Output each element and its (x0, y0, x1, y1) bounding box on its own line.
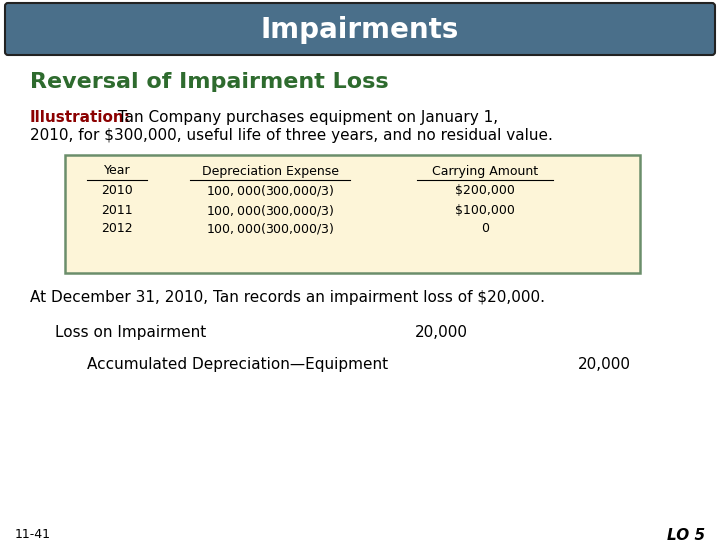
Text: 2012: 2012 (102, 222, 132, 235)
Text: 20,000: 20,000 (578, 357, 631, 372)
Text: Tan Company purchases equipment on January 1,: Tan Company purchases equipment on Janua… (108, 110, 498, 125)
Text: Reversal of Impairment Loss: Reversal of Impairment Loss (30, 72, 389, 92)
Text: Loss on Impairment: Loss on Impairment (55, 325, 206, 340)
Text: Illustration:: Illustration: (30, 110, 131, 125)
Text: $200,000: $200,000 (455, 185, 515, 198)
Text: Year: Year (104, 165, 130, 178)
Text: Depreciation Expense: Depreciation Expense (202, 165, 338, 178)
Text: $100,000 ($300,000/3): $100,000 ($300,000/3) (206, 202, 334, 218)
Text: At December 31, 2010, Tan records an impairment loss of $20,000.: At December 31, 2010, Tan records an imp… (30, 290, 545, 305)
Text: Accumulated Depreciation—Equipment: Accumulated Depreciation—Equipment (87, 357, 388, 372)
Text: 0: 0 (481, 222, 489, 235)
FancyBboxPatch shape (65, 155, 640, 273)
Text: Carrying Amount: Carrying Amount (432, 165, 538, 178)
Text: 2011: 2011 (102, 204, 132, 217)
Text: $100,000: $100,000 (455, 204, 515, 217)
Text: $100,000 ($300,000/3): $100,000 ($300,000/3) (206, 221, 334, 237)
Text: LO 5: LO 5 (667, 528, 705, 540)
Text: 20,000: 20,000 (415, 325, 468, 340)
Text: 2010: 2010 (101, 185, 133, 198)
Text: 2010, for $300,000, useful life of three years, and no residual value.: 2010, for $300,000, useful life of three… (30, 128, 553, 143)
Text: 11-41: 11-41 (15, 528, 51, 540)
Text: $100,000 ($300,000/3): $100,000 ($300,000/3) (206, 184, 334, 199)
Text: Impairments: Impairments (261, 16, 459, 44)
FancyBboxPatch shape (5, 3, 715, 55)
